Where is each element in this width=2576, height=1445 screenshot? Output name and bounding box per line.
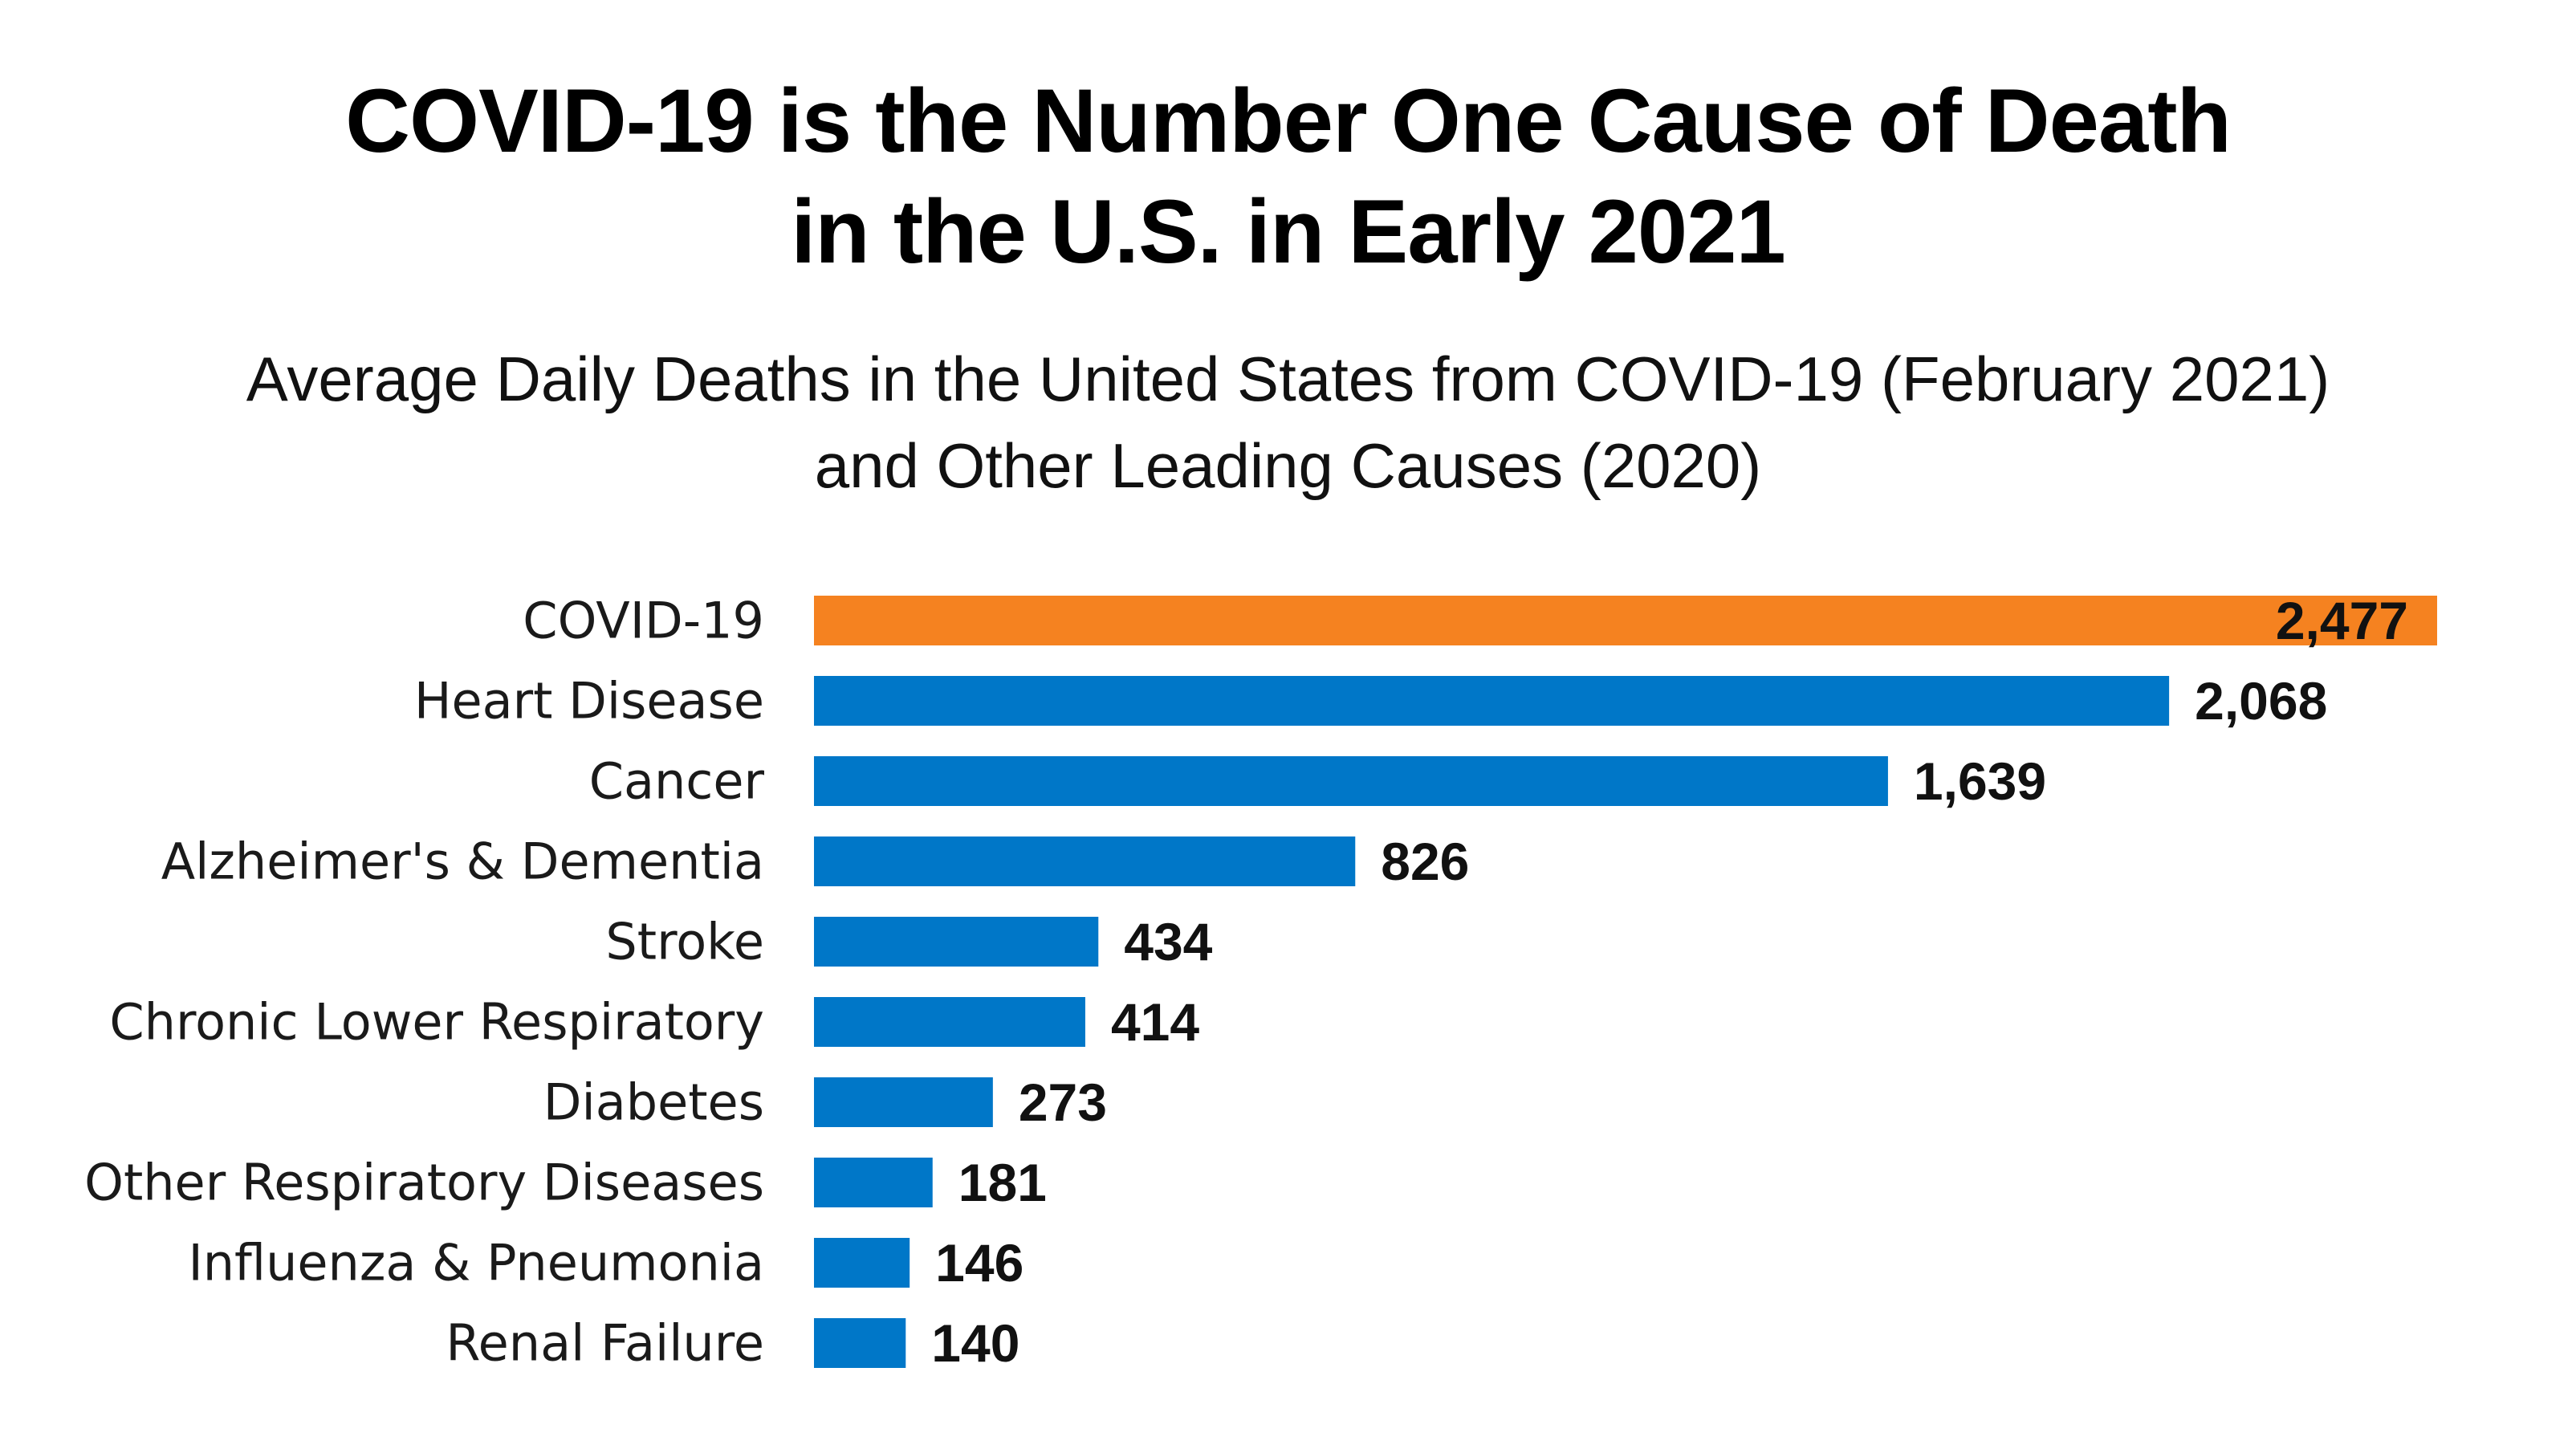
category-label-9: Renal Failure [446, 1314, 764, 1373]
category-label-8: Influenza & Pneumonia [188, 1234, 764, 1292]
value-label-7: 181 [958, 1153, 1047, 1212]
bar-7 [814, 1158, 933, 1207]
chart-title-line-1: COVID-19 is the Number One Cause of Deat… [345, 71, 2232, 171]
bar-9 [814, 1318, 906, 1368]
category-label-3: Alzheimer's & Dementia [161, 832, 764, 891]
chart-title-line-2: in the U.S. in Early 2021 [791, 181, 1786, 282]
category-label-4: Stroke [605, 913, 764, 971]
bar-6 [814, 1077, 993, 1127]
category-label-6: Diabetes [543, 1073, 764, 1132]
chart-subtitle: Average Daily Deaths in the United State… [0, 336, 2576, 509]
value-label-4: 434 [1124, 912, 1212, 971]
bar-3 [814, 836, 1356, 886]
value-label-2: 1,639 [1914, 751, 2046, 811]
category-label-2: Cancer [589, 752, 765, 811]
bar-1 [814, 676, 2170, 726]
value-label-8: 146 [935, 1233, 1023, 1292]
value-label-6: 273 [1019, 1073, 1107, 1132]
bar-8 [814, 1238, 910, 1288]
chart-subtitle-line-2: and Other Leading Causes (2020) [814, 430, 1762, 501]
value-label-3: 826 [1381, 832, 1469, 891]
bar-5 [814, 997, 1085, 1047]
value-label-1: 2,068 [2195, 671, 2327, 731]
bar-0 [814, 596, 2437, 645]
category-label-5: Chronic Lower Respiratory [109, 993, 764, 1052]
value-label-9: 140 [931, 1313, 1019, 1373]
bar-2 [814, 756, 1888, 806]
category-label-1: Heart Disease [414, 672, 764, 731]
value-label-5: 414 [1111, 992, 1199, 1052]
chart-title: COVID-19 is the Number One Cause of Deat… [0, 66, 2576, 287]
category-label-0: COVID-19 [523, 592, 764, 650]
chart-subtitle-line-1: Average Daily Deaths in the United State… [246, 344, 2330, 414]
category-label-7: Other Respiratory Diseases [84, 1154, 764, 1212]
value-label-0: 2,477 [2276, 591, 2408, 650]
bar-4 [814, 917, 1099, 967]
